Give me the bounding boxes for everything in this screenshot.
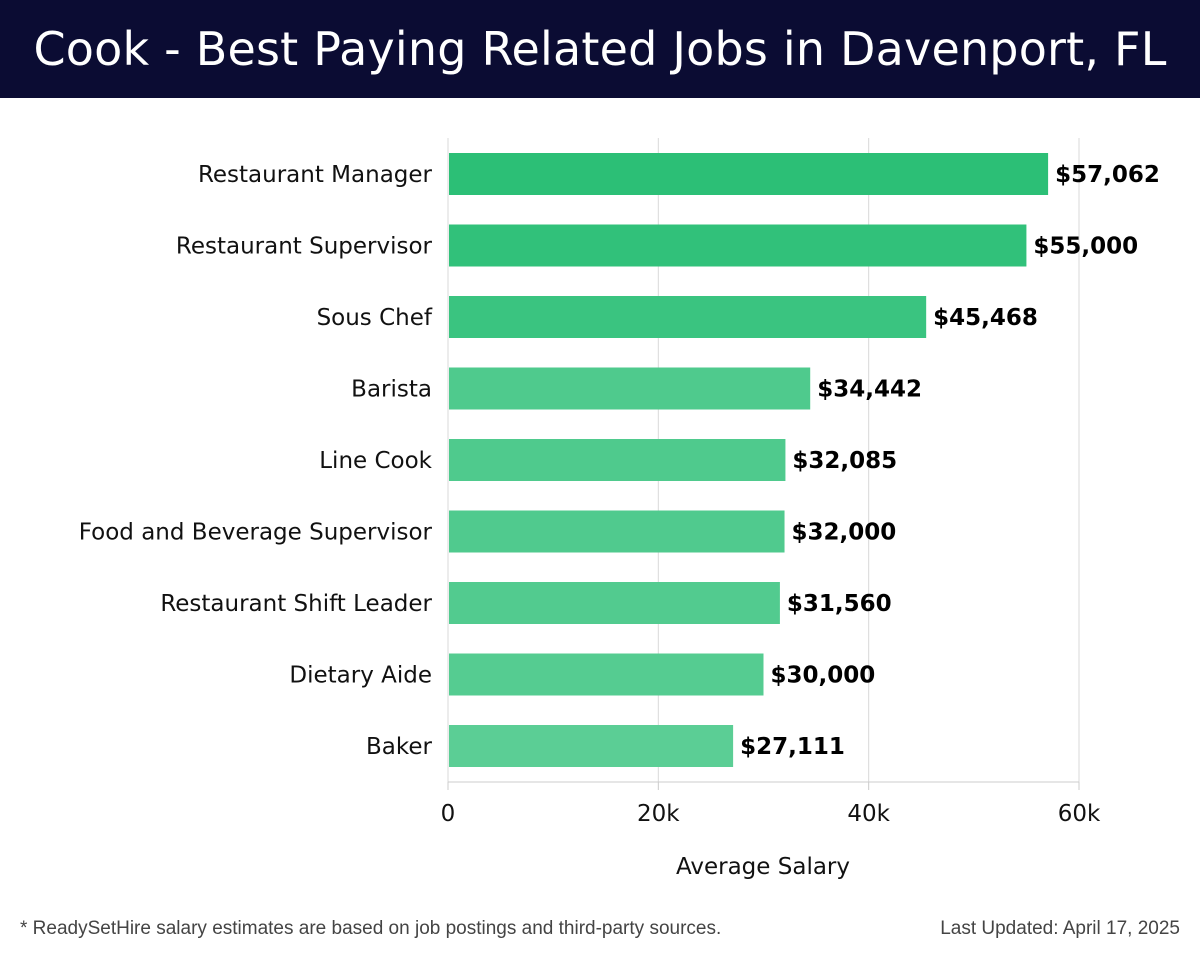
category-label-0: Restaurant Manager xyxy=(198,162,433,188)
bar-1 xyxy=(449,224,1027,267)
category-label-6: Restaurant Shift Leader xyxy=(160,591,432,617)
x-axis: 0 20k 40k 60k xyxy=(441,781,1101,827)
category-label-7: Dietary Aide xyxy=(289,663,432,689)
value-label-4: $32,085 xyxy=(792,448,897,474)
x-tick-label-0: 0 xyxy=(441,801,456,827)
bars: Restaurant Manager $57,062 Restaurant Supe… xyxy=(79,153,1160,767)
category-label-8: Baker xyxy=(366,734,433,760)
category-label-3: Barista xyxy=(351,377,432,403)
category-label-2: Sous Chef xyxy=(317,305,433,331)
chart-header: Cook - Best Paying Related Jobs in Daven… xyxy=(0,0,1200,98)
value-label-0: $57,062 xyxy=(1055,162,1160,188)
value-label-6: $31,560 xyxy=(787,591,892,617)
bar-5 xyxy=(449,510,785,553)
footer-note: * ReadySetHire salary estimates are base… xyxy=(20,918,722,939)
x-tick-label-2: 40k xyxy=(847,801,890,827)
bar-8 xyxy=(449,725,734,767)
x-tick-label-3: 60k xyxy=(1058,801,1101,827)
bar-7 xyxy=(449,653,764,696)
bar-0 xyxy=(449,153,1049,195)
value-label-1: $55,000 xyxy=(1033,234,1138,260)
value-label-7: $30,000 xyxy=(771,663,876,689)
category-label-5: Food and Beverage Supervisor xyxy=(79,520,433,546)
bar-4 xyxy=(449,439,786,481)
value-label-2: $45,468 xyxy=(933,305,1038,331)
bar-6 xyxy=(449,582,780,624)
chart-title: Cook - Best Paying Related Jobs in Daven… xyxy=(33,22,1167,76)
category-label-4: Line Cook xyxy=(319,448,432,474)
category-label-1: Restaurant Supervisor xyxy=(176,234,433,260)
bar-2 xyxy=(449,296,927,338)
value-label-5: $32,000 xyxy=(792,520,897,546)
footer-updated: Last Updated: April 17, 2025 xyxy=(940,918,1180,939)
value-label-8: $27,111 xyxy=(740,734,845,760)
x-axis-label: Average Salary xyxy=(676,854,850,880)
salary-bar-chart: Restaurant Manager $57,062 Restaurant Supe… xyxy=(79,138,1160,880)
value-label-3: $34,442 xyxy=(817,377,922,403)
x-tick-label-1: 20k xyxy=(637,801,680,827)
bar-3 xyxy=(449,367,811,410)
